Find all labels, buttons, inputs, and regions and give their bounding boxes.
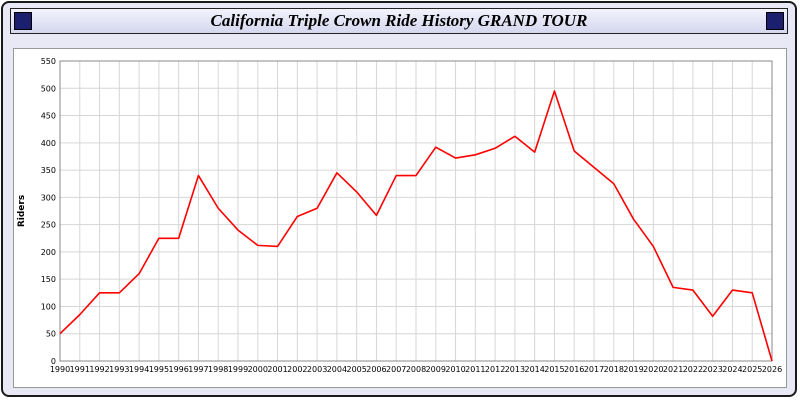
titlebar-left-square-icon — [14, 12, 32, 30]
svg-text:2021: 2021 — [663, 365, 683, 374]
svg-text:2000: 2000 — [248, 365, 268, 374]
svg-text:1997: 1997 — [188, 365, 208, 374]
svg-text:50: 50 — [46, 330, 56, 339]
svg-text:550: 550 — [41, 57, 56, 66]
svg-text:1995: 1995 — [149, 365, 169, 374]
svg-text:2003: 2003 — [307, 365, 327, 374]
svg-text:2019: 2019 — [623, 365, 643, 374]
svg-text:1998: 1998 — [208, 365, 228, 374]
svg-text:2026: 2026 — [762, 365, 782, 374]
svg-text:2011: 2011 — [465, 365, 485, 374]
svg-text:250: 250 — [41, 221, 56, 230]
svg-text:100: 100 — [41, 302, 56, 311]
svg-text:0: 0 — [51, 357, 56, 366]
svg-text:1996: 1996 — [168, 365, 188, 374]
svg-text:2005: 2005 — [346, 365, 366, 374]
svg-text:Riders: Riders — [17, 195, 27, 227]
svg-text:150: 150 — [41, 275, 56, 284]
svg-text:1991: 1991 — [70, 365, 90, 374]
title-bar: California Triple Crown Ride History GRA… — [10, 8, 788, 34]
svg-text:2010: 2010 — [445, 365, 465, 374]
svg-text:2017: 2017 — [584, 365, 604, 374]
chart-panel: 0 50 100 150 200 250 300 350 400 450 500 550 1990 199… — [13, 48, 787, 388]
svg-text:2018: 2018 — [604, 365, 624, 374]
svg-text:400: 400 — [41, 139, 56, 148]
titlebar-right-square-icon — [766, 12, 784, 30]
svg-text:2015: 2015 — [544, 365, 564, 374]
svg-text:1992: 1992 — [89, 365, 109, 374]
svg-text:2025: 2025 — [742, 365, 762, 374]
svg-text:300: 300 — [41, 193, 56, 202]
svg-text:1994: 1994 — [129, 365, 149, 374]
svg-text:2020: 2020 — [643, 365, 663, 374]
svg-text:350: 350 — [41, 166, 56, 175]
svg-text:2001: 2001 — [267, 365, 287, 374]
svg-text:1993: 1993 — [109, 365, 129, 374]
svg-text:1990: 1990 — [50, 365, 70, 374]
svg-text:2004: 2004 — [327, 365, 347, 374]
svg-text:2023: 2023 — [702, 365, 722, 374]
svg-text:2007: 2007 — [386, 365, 406, 374]
svg-text:2006: 2006 — [366, 365, 386, 374]
svg-text:2002: 2002 — [287, 365, 307, 374]
svg-text:2016: 2016 — [564, 365, 584, 374]
svg-text:2008: 2008 — [406, 365, 426, 374]
svg-text:2012: 2012 — [485, 365, 505, 374]
svg-text:200: 200 — [41, 248, 56, 257]
svg-text:1999: 1999 — [228, 365, 248, 374]
svg-text:2013: 2013 — [505, 365, 525, 374]
svg-text:2022: 2022 — [683, 365, 703, 374]
svg-text:2014: 2014 — [524, 365, 544, 374]
svg-text:500: 500 — [41, 84, 56, 93]
chart-title: California Triple Crown Ride History GRA… — [210, 11, 588, 30]
svg-text:450: 450 — [41, 112, 56, 121]
svg-text:2024: 2024 — [722, 365, 742, 374]
svg-text:2009: 2009 — [426, 365, 446, 374]
